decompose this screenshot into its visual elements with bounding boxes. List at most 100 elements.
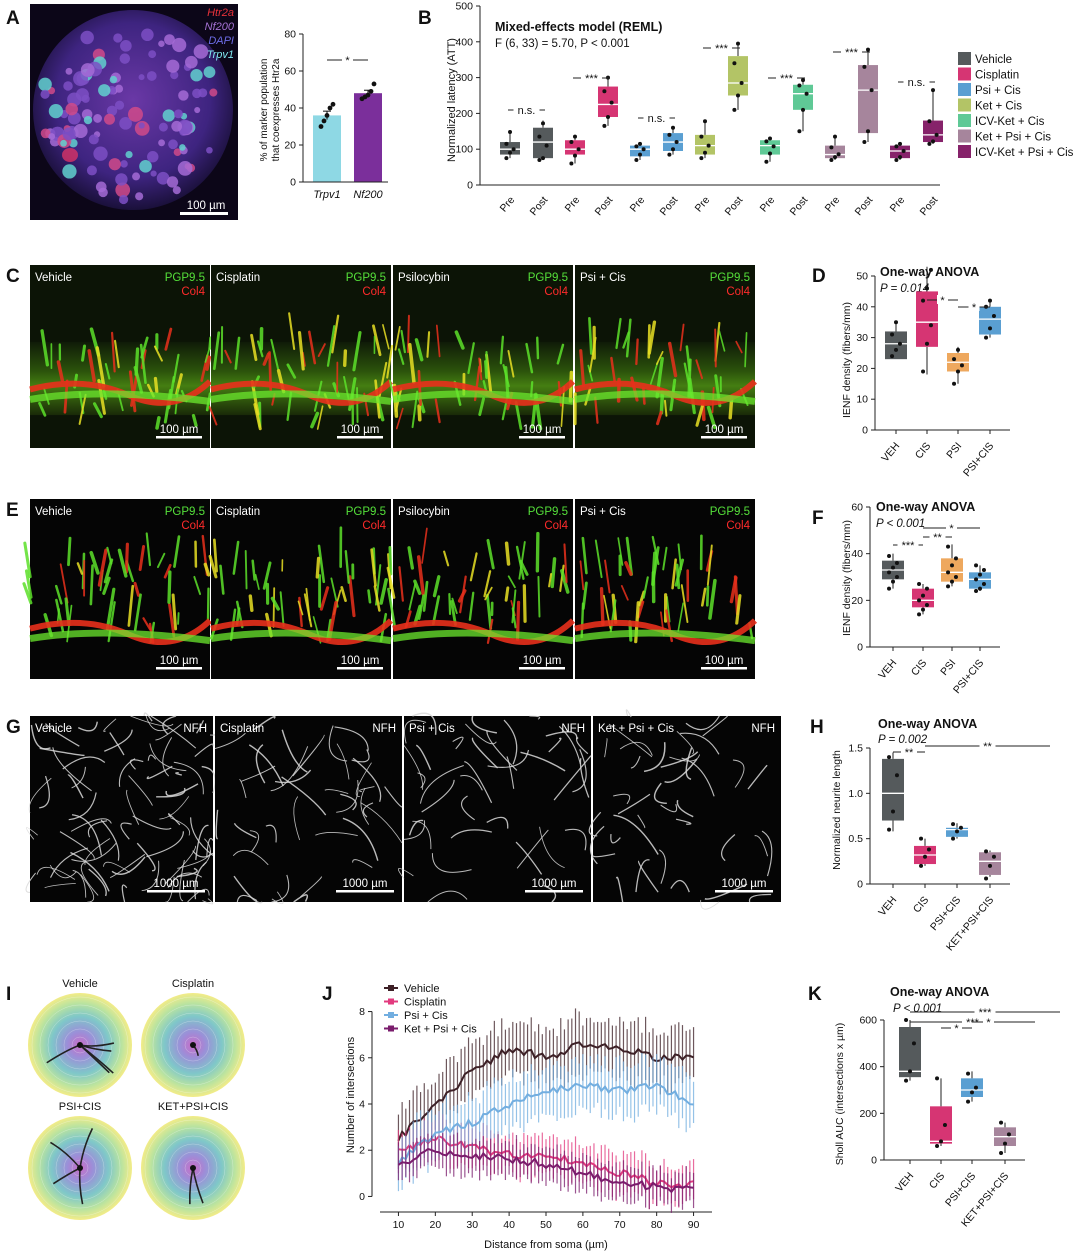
b-pre-point	[829, 145, 834, 150]
b-sig-gap	[903, 77, 930, 86]
d-sig-gap	[937, 295, 948, 304]
c-fiber	[560, 385, 565, 427]
f-point	[974, 589, 979, 593]
g-scale-bar	[715, 890, 773, 893]
g-neurite	[194, 861, 207, 900]
g-neurite	[732, 759, 745, 788]
c-fiber	[388, 379, 395, 397]
g-neurite	[680, 732, 720, 755]
f-box	[941, 558, 963, 582]
b-legend-swatch	[958, 67, 971, 81]
e-fiber	[677, 602, 684, 632]
e-fiber	[563, 543, 568, 584]
k-box	[961, 1078, 983, 1097]
a-cell	[40, 89, 50, 99]
b-pre-point	[569, 140, 574, 145]
g-neurite	[681, 757, 715, 797]
g-tile-label: Psi + Cis	[409, 723, 455, 735]
e-fiber	[579, 560, 585, 591]
a-scale-label: 100 µm	[187, 200, 226, 212]
e-fiber	[105, 587, 116, 631]
g-neurite	[613, 814, 659, 855]
b-ytick-label: 0	[467, 180, 473, 192]
b-post-box	[533, 127, 553, 159]
b-ytick-label: 400	[455, 36, 473, 48]
c-fiber	[525, 342, 534, 374]
b-stat: F (6, 33) = 5.70, P < 0.001	[495, 38, 630, 50]
g-neurite	[70, 851, 110, 892]
a-ytick-label: 80	[284, 29, 296, 41]
g-scale-label: 1000 µm	[532, 878, 577, 890]
e-fiber	[97, 548, 108, 587]
c-fiber	[647, 324, 651, 359]
k-point	[904, 1018, 909, 1022]
panel-j-letter: J	[322, 984, 333, 1005]
c-fiber	[153, 376, 159, 394]
c-tile-label: Psi + Cis	[580, 272, 626, 284]
i-tile-label: KET+PSI+CIS	[158, 1101, 228, 1113]
e-fiber	[171, 593, 178, 631]
c-fiber	[695, 359, 704, 380]
g-scale-bar	[525, 890, 583, 893]
i-neurite-trace	[50, 1141, 81, 1169]
e-fiber	[203, 562, 211, 577]
b-xtick-post: Post	[593, 194, 616, 218]
f-point	[887, 554, 892, 558]
panel-c-letter: C	[6, 266, 20, 287]
e-fiber	[708, 578, 717, 620]
e-fiber	[54, 584, 63, 605]
g-neurite	[360, 787, 370, 825]
j-line-chart: 0 2 4 6 8 10 20 30 40 50 60 70 80 90 Vehicle CisplatinP…	[359, 983, 712, 1231]
c-fiber	[205, 355, 212, 371]
b-post-point	[732, 107, 737, 112]
e-fiber	[89, 564, 94, 606]
a-cell	[115, 182, 131, 198]
c-fiber	[507, 349, 515, 378]
a-cell	[125, 150, 133, 159]
g-neurite	[471, 737, 499, 769]
c-fiber	[718, 330, 726, 352]
d-sig-gap	[968, 302, 980, 311]
panel-d-letter: D	[812, 266, 826, 287]
b-post-box	[728, 56, 748, 96]
b-pre-point	[901, 148, 906, 153]
g-neurite	[613, 793, 631, 805]
b-pre-point	[898, 141, 902, 146]
b-pre-point	[641, 147, 646, 152]
b-pre-point	[634, 144, 639, 149]
c-fiber	[695, 404, 704, 427]
j-xtick-label: 50	[540, 1219, 552, 1231]
g-neurite	[334, 726, 369, 751]
g-neurite	[419, 765, 464, 804]
c-fiber	[467, 342, 475, 375]
a-cell	[80, 30, 94, 45]
e-fiber	[620, 585, 629, 601]
a-cell	[106, 105, 118, 116]
b-post-point	[869, 88, 874, 93]
j-xtick-label: 90	[688, 1219, 700, 1231]
g-neurite	[156, 787, 186, 798]
g-neurite	[77, 721, 98, 732]
panel-k: K One-way ANOVA P < 0.001 Sholl AUC (int…	[808, 984, 1060, 1229]
c-fiber-bundle	[29, 390, 211, 405]
g-neurite	[155, 723, 182, 741]
i-sholl-ring	[144, 996, 242, 1094]
a-xtick-label: Nf200	[353, 189, 383, 201]
d-ytick-label: 50	[856, 271, 868, 283]
g-neurite	[630, 755, 641, 769]
c-scale-bar	[337, 436, 383, 439]
a-cell	[178, 90, 189, 101]
k-xtick-label: VEH	[893, 1170, 916, 1194]
c-fiber	[164, 327, 173, 351]
j-legend-marker	[388, 985, 394, 991]
a-marker-dapi: DAPI	[208, 35, 234, 47]
g-neurite	[421, 779, 455, 813]
b-pre-point	[703, 150, 707, 155]
c-fiber	[87, 349, 96, 383]
a-cell	[135, 192, 144, 201]
b-pre-point	[508, 150, 512, 155]
e-fiber	[340, 586, 347, 603]
a-cell	[83, 115, 93, 125]
g-neurite	[164, 845, 196, 885]
